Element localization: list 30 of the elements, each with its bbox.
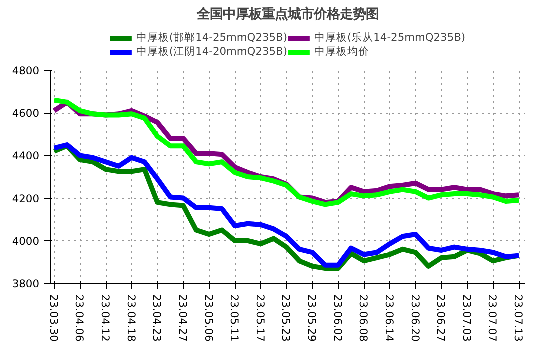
y-tick-label: 4400 <box>12 150 40 163</box>
x-tick-label: 23.05.17 <box>254 294 267 342</box>
x-tick-label: 23.06.20 <box>408 294 422 342</box>
legend-label: 中厚板(江阴14-20mmQ235B) <box>136 44 288 58</box>
legend-label: 中厚板(邯郸14-25mmQ235B) <box>136 30 288 44</box>
x-tick-label: 23.06.02 <box>331 294 344 342</box>
x-tick-label: 23.07.07 <box>486 294 500 342</box>
legend-label: 中厚板(乐从14-25mmQ235B) <box>314 30 466 44</box>
chart-title: 全国中厚板重点城市价格走势图 <box>196 6 379 22</box>
x-tick-label: 23.07.03 <box>460 294 474 342</box>
x-tick-label: 23.05.29 <box>306 294 319 342</box>
y-tick-label: 3800 <box>12 278 40 290</box>
legend-label: 中厚板均价 <box>314 44 370 58</box>
x-tick-label: 23.04.23 <box>150 294 164 342</box>
x-tick-label: 23.05.11 <box>228 294 242 342</box>
x-tick-label: 23.07.13 <box>512 294 526 342</box>
x-tick-label: 23.03.30 <box>47 294 60 342</box>
x-tick-label: 23.04.06 <box>73 294 86 342</box>
y-tick-label: 4000 <box>12 234 40 248</box>
x-tick-label: 23.06.27 <box>434 294 448 342</box>
x-tick-label: 23.04.12 <box>99 294 112 342</box>
y-tick-label: 4200 <box>12 192 40 206</box>
x-tick-label: 23.04.27 <box>176 294 190 342</box>
x-tick-label: 23.06.14 <box>382 294 396 342</box>
x-tick-label: 23.05.23 <box>280 294 293 342</box>
y-tick-label: 4800 <box>12 64 40 78</box>
y-tick-label: 4600 <box>12 107 40 120</box>
x-tick-label: 23.04.18 <box>124 294 138 342</box>
x-tick-label: 23.05.06 <box>202 294 216 342</box>
x-tick-label: 23.06.08 <box>357 294 370 342</box>
